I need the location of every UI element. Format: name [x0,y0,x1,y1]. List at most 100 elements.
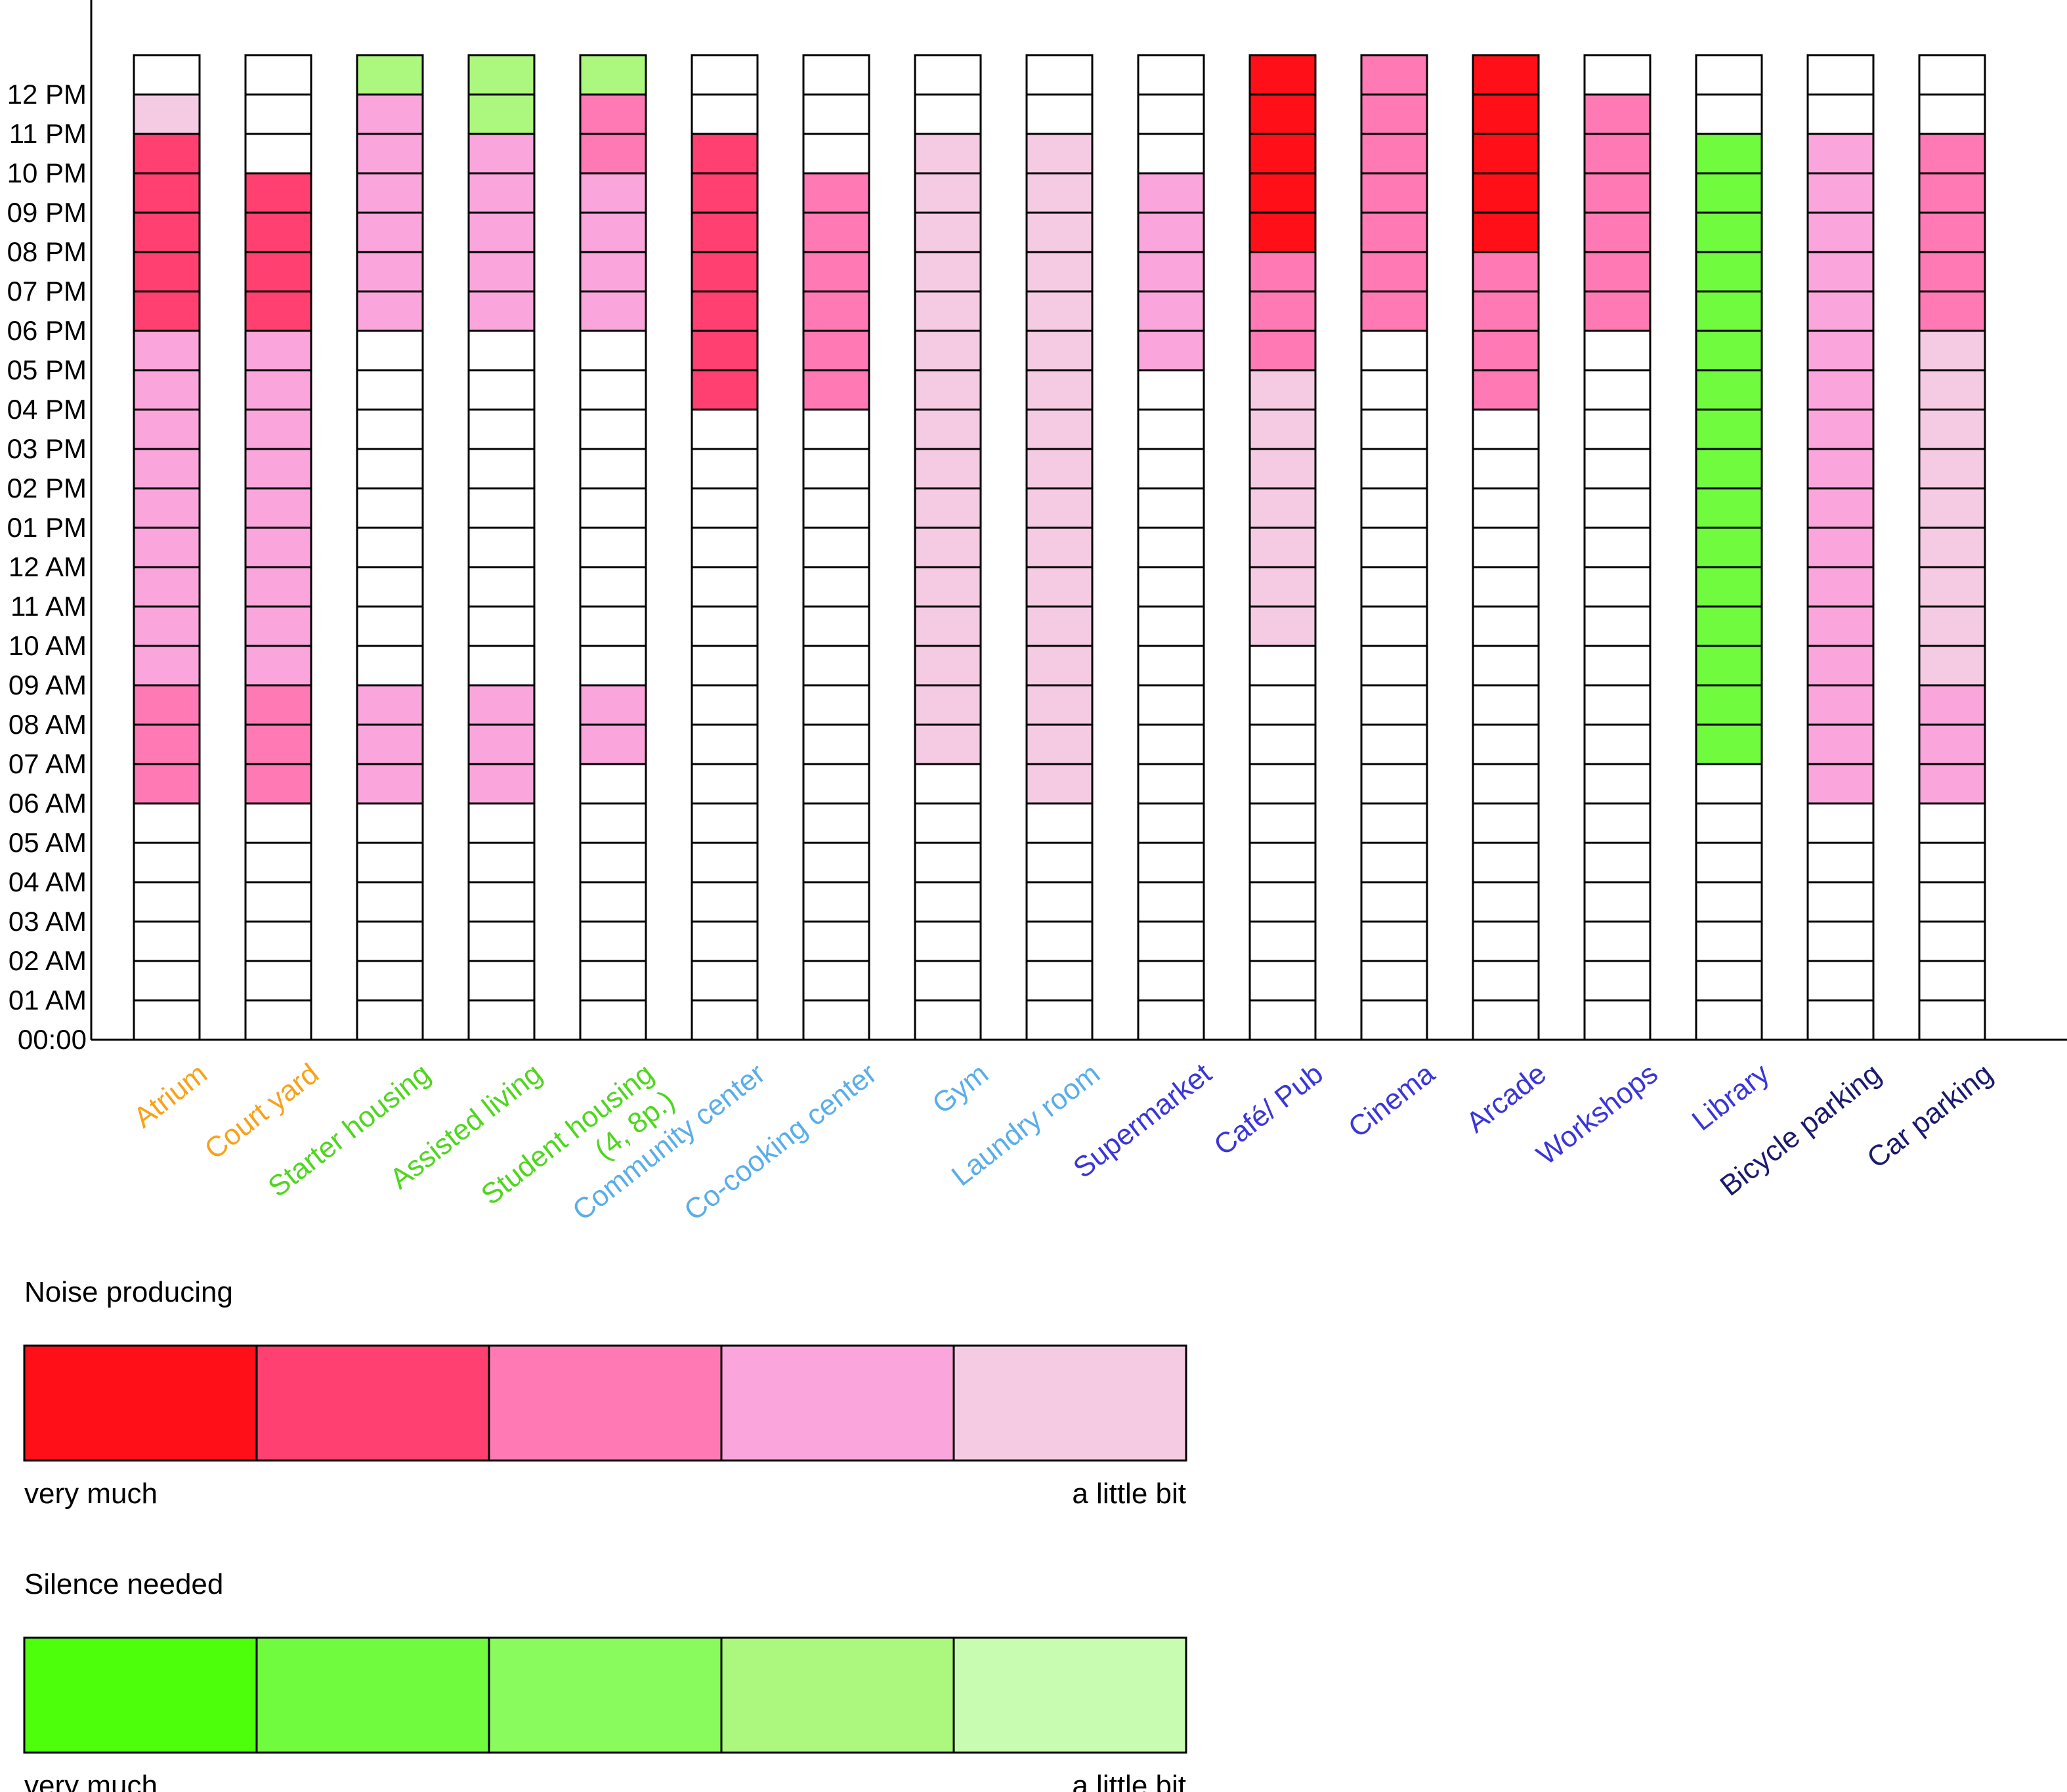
heatmap-cell [914,802,982,844]
heatmap-cell [802,802,870,844]
heatmap-cell [1695,172,1763,214]
heatmap-cell [133,93,201,135]
heatmap-cell [1025,133,1094,175]
heatmap-cell [133,133,201,175]
heatmap-cell [356,133,424,175]
heatmap-cell [1248,93,1317,135]
heatmap-cell [691,763,759,805]
heatmap-cell [1806,408,1875,450]
heatmap-cell [1137,133,1205,175]
heatmap-cell [356,211,424,253]
heatmap-cell [579,408,647,450]
legend: Silence needed very much a little bit [23,1568,1187,1792]
y-tick-label: 08 PM [7,236,87,267]
heatmap-cell [467,408,536,450]
heatmap-cell [356,172,424,214]
heatmap-cell [1360,763,1428,805]
heatmap-cell [1248,960,1317,1002]
heatmap-cell [914,763,982,805]
heatmap-cell [244,645,312,687]
heatmap-cell [1360,920,1428,962]
heatmap-cell [1137,526,1205,568]
heatmap-cell [244,54,312,96]
heatmap-cell [1806,251,1875,293]
y-tick-label: 03 PM [7,433,87,464]
heatmap-cell [802,566,870,608]
column-label: Workshops [1531,1057,1664,1172]
heatmap-cell [1806,960,1875,1002]
heatmap-cell [1695,999,1763,1041]
heatmap-cell [802,290,870,332]
heatmap-cell [133,369,201,411]
heatmap-cell [1806,566,1875,608]
heatmap-cell [691,999,759,1041]
heatmap-cell [133,526,201,568]
heatmap-cell [914,251,982,293]
heatmap-column [1806,54,1875,1041]
heatmap-cell [579,172,647,214]
heatmap-cell [1918,290,1986,332]
heatmap-column [1695,54,1763,1041]
heatmap-cell [356,881,424,923]
heatmap-cell [1360,526,1428,568]
heatmap-cell [1248,290,1317,332]
heatmap-cell [1360,211,1428,253]
heatmap-column [802,54,870,1041]
heatmap-cell [1025,448,1094,490]
heatmap-cell [691,133,759,175]
heatmap-cell [1918,842,1986,884]
heatmap-cell [467,566,536,608]
y-tick-label: 00:00 [18,1024,87,1055]
heatmap-cell [1472,172,1540,214]
heatmap-cell [802,93,870,135]
heatmap-cell [1360,408,1428,450]
heatmap-cell [1918,526,1986,568]
legend-swatch [720,1344,955,1462]
heatmap-cell [1248,330,1317,372]
heatmap-cell [1583,763,1651,805]
heatmap-cell [691,802,759,844]
heatmap-cell [1695,290,1763,332]
heatmap-cell [802,133,870,175]
heatmap-column [1472,54,1540,1041]
heatmap-cell [1137,211,1205,253]
heatmap-cell [691,93,759,135]
heatmap-cell [1137,999,1205,1041]
heatmap-cell [1360,330,1428,372]
heatmap-cell [1360,93,1428,135]
heatmap-cell [1806,487,1875,529]
heatmap-cell [1248,920,1317,962]
heatmap-cell [1583,93,1651,135]
heatmap-cell [356,448,424,490]
heatmap-cell [1583,448,1651,490]
heatmap-cell [467,330,536,372]
heatmap-cell [1472,330,1540,372]
heatmap-cell [1806,881,1875,923]
heatmap-cell [356,526,424,568]
heatmap-cell [914,645,982,687]
heatmap-cell [1137,645,1205,687]
heatmap-cell [691,881,759,923]
heatmap-cell [1360,960,1428,1002]
heatmap-cell [1918,960,1986,1002]
heatmap-cell [244,605,312,647]
heatmap-cell [579,330,647,372]
column-label: Atrium [127,1057,213,1134]
heatmap-cell [1137,54,1205,96]
heatmap-cell [1472,566,1540,608]
heatmap-cell [133,881,201,923]
heatmap-column [1360,54,1428,1041]
heatmap-cell [244,330,312,372]
heatmap-cell [1583,526,1651,568]
heatmap-cell [1248,133,1317,175]
heatmap-cell [691,645,759,687]
heatmap-cell [467,93,536,135]
y-tick-label: 10 PM [7,158,87,188]
heatmap-cell [1248,842,1317,884]
heatmap-cell [356,487,424,529]
heatmap-cell [1806,448,1875,490]
heatmap-cell [1918,448,1986,490]
heatmap-cell [1806,763,1875,805]
heatmap-cell [1025,330,1094,372]
heatmap-cell [1695,763,1763,805]
